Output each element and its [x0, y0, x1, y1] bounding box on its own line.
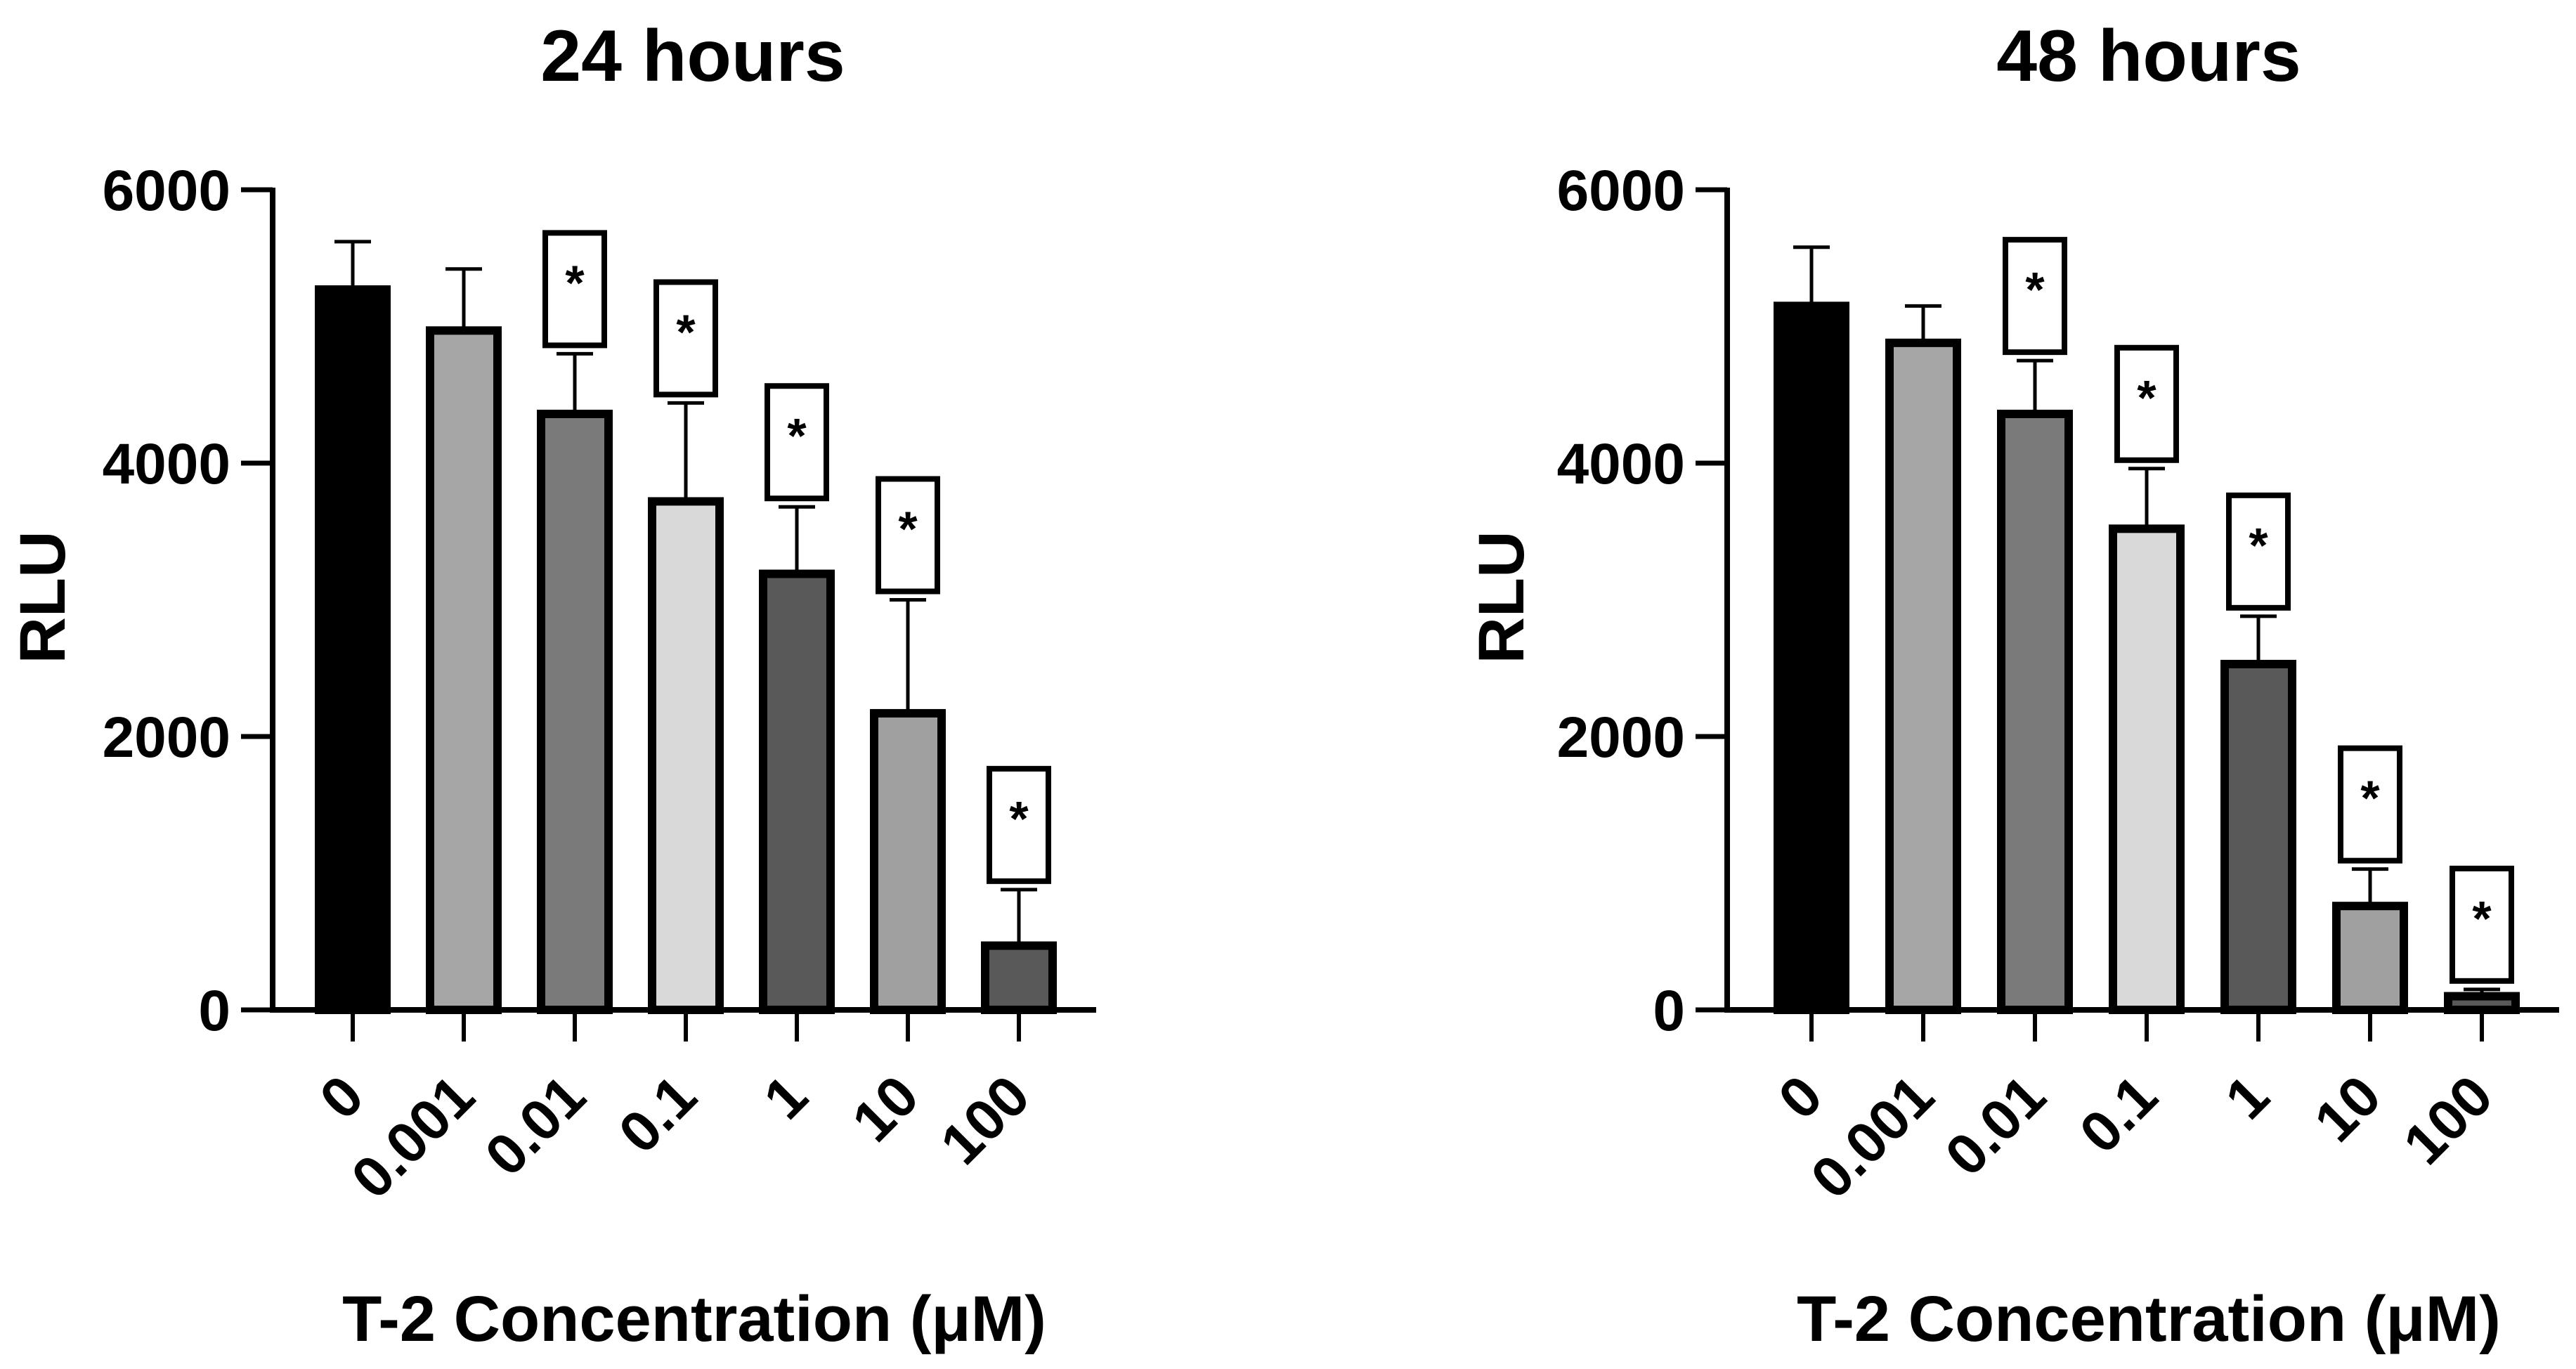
bar-0-01 [1997, 409, 2073, 1014]
bar-0-001 [426, 326, 502, 1014]
bar-100 [981, 941, 1057, 1014]
significance-marker-1: * [2249, 518, 2268, 573]
significance-box-0-01 [542, 230, 607, 349]
y-axis-label: RLU [7, 531, 79, 663]
significance-marker-0-01: * [2025, 262, 2045, 317]
x-tick-label-0-1: 0.1 [607, 1063, 709, 1165]
x-tick-label-0: 0 [1767, 1063, 1835, 1131]
significance-box-100 [987, 765, 1051, 884]
y-tick-label-6000: 6000 [103, 159, 230, 223]
y-axis-label: RLU [1466, 531, 1537, 663]
x-tick-label-0-001: 0.001 [1799, 1063, 1946, 1210]
chart-title: 24 hours [540, 15, 845, 97]
y-tick-label-4000: 4000 [103, 432, 230, 496]
significance-box-10 [876, 476, 940, 595]
x-tick-label-1: 1 [752, 1063, 820, 1131]
x-tick-label-0-001: 0.001 [339, 1063, 486, 1210]
bar-0-1 [648, 497, 724, 1014]
x-axis-label: T-2 Concentration (μM) [1797, 1283, 2501, 1355]
significance-box-0-1 [2114, 344, 2179, 463]
significance-box-1 [765, 383, 829, 502]
bar-10 [870, 708, 946, 1014]
bar-0-001 [1885, 338, 1961, 1014]
significance-box-0-01 [2003, 237, 2067, 356]
x-tick-label-10: 10 [840, 1063, 931, 1154]
x-tick-label-0-01: 0.01 [474, 1063, 598, 1188]
x-tick-label-0-01: 0.01 [1934, 1063, 2058, 1188]
y-tick-label-2000: 2000 [103, 706, 230, 770]
x-tick-label-100: 100 [2392, 1063, 2505, 1176]
x-tick-label-0-1: 0.1 [2068, 1063, 2170, 1165]
x-axis-label: T-2 Concentration (μM) [342, 1283, 1046, 1355]
significance-marker-100: * [1009, 791, 1029, 846]
significance-box-100 [2450, 865, 2514, 984]
y-tick-label-2000: 2000 [1557, 706, 1685, 770]
bar-1 [759, 569, 835, 1014]
significance-marker-10: * [898, 502, 918, 557]
y-tick-label-4000: 4000 [1557, 432, 1685, 496]
bar-1 [2220, 659, 2296, 1014]
significance-box-1 [2226, 492, 2291, 611]
chart-title: 48 hours [1996, 15, 2301, 97]
significance-marker-0-1: * [2137, 370, 2157, 425]
bar-0-01 [537, 409, 613, 1014]
significance-marker-1: * [787, 408, 807, 463]
bar-0-1 [2109, 524, 2185, 1014]
significance-marker-0-01: * [565, 255, 585, 310]
x-tick-label-10: 10 [2303, 1063, 2393, 1154]
bar-10 [2332, 902, 2408, 1015]
bar-0 [1774, 301, 1849, 1014]
bar-0 [315, 285, 391, 1014]
y-tick-label-0: 0 [198, 979, 230, 1043]
significance-marker-10: * [2360, 771, 2380, 826]
significance-marker-100: * [2472, 891, 2492, 946]
significance-box-0-1 [653, 279, 718, 398]
y-tick-label-6000: 6000 [1557, 159, 1685, 223]
significance-box-10 [2338, 745, 2402, 864]
x-tick-label-0: 0 [308, 1063, 376, 1131]
significance-marker-0-1: * [676, 304, 696, 359]
y-tick-label-0: 0 [1653, 979, 1685, 1043]
x-tick-label-100: 100 [929, 1063, 1042, 1176]
x-tick-label-1: 1 [2213, 1063, 2282, 1131]
